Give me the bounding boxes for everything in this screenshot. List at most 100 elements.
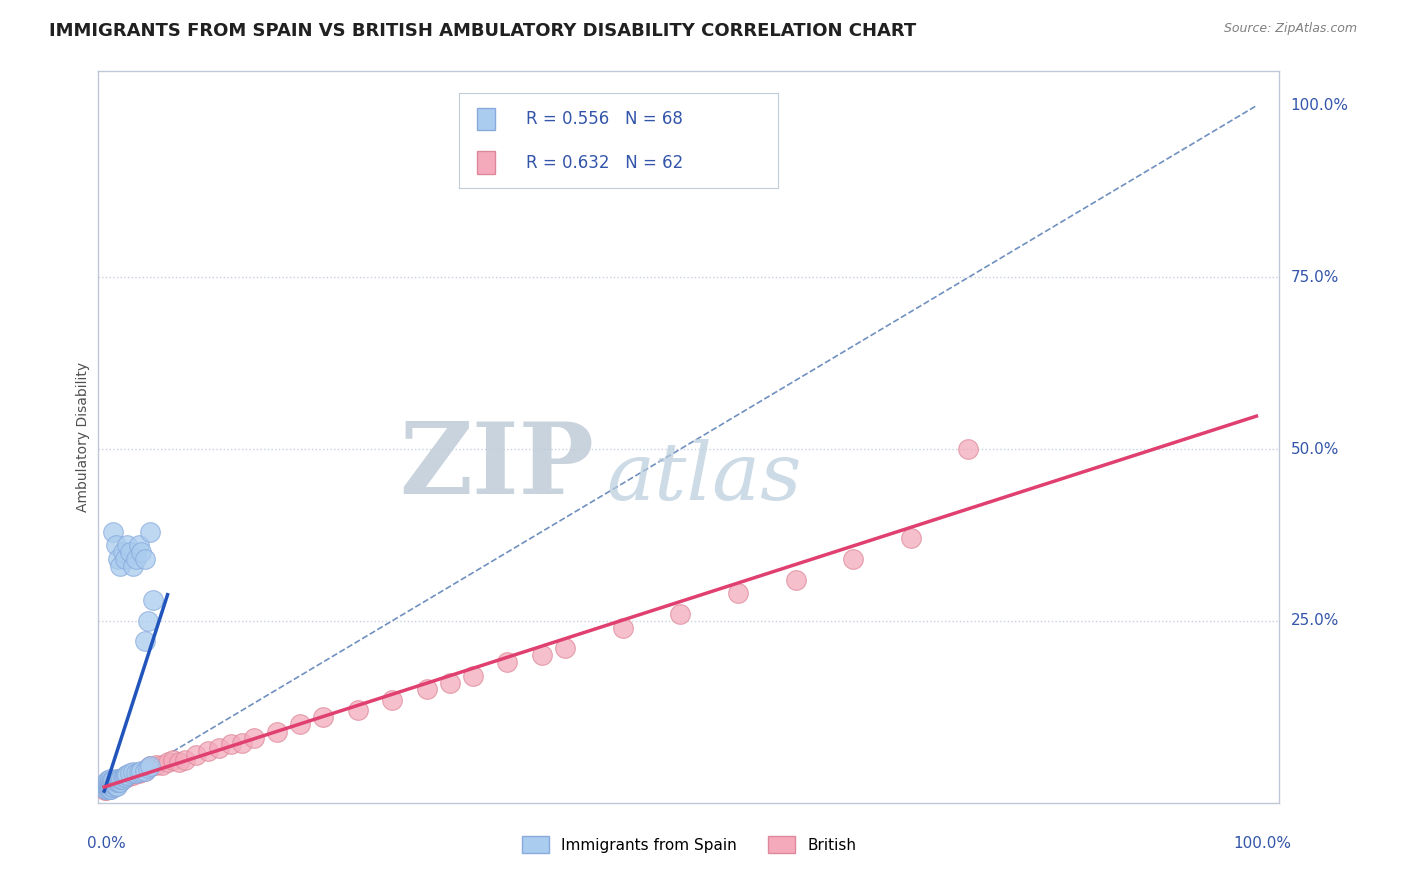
Point [101,775,124,789]
Point [103,780,125,794]
Point [134,764,156,778]
Text: 50.0%: 50.0% [1291,442,1339,457]
Point [97,779,120,793]
Point [900,532,922,546]
Point [100,782,122,797]
Point [346,703,368,717]
Point [104,777,127,791]
Text: 0.0%: 0.0% [87,836,125,851]
Point [110,775,132,789]
Point [103,773,125,788]
Text: ZIP: ZIP [399,417,595,515]
Point [100,779,122,793]
Point [288,716,311,731]
Point [114,771,136,785]
Point [136,762,159,776]
Point [111,545,134,559]
Point [97,779,120,793]
Point [122,764,145,779]
Point [114,771,136,785]
Point [111,772,134,786]
Point [97,782,120,797]
Point [96,779,118,793]
Point [125,552,148,566]
Point [136,614,159,628]
Point [111,772,134,786]
Point [110,772,132,786]
Point [107,775,129,789]
Point [100,777,122,791]
Point [110,558,132,573]
Point [139,524,162,539]
Point [142,593,165,607]
Point [104,775,127,789]
Point [114,552,136,566]
Text: Source: ZipAtlas.com: Source: ZipAtlas.com [1223,22,1357,36]
Legend: Immigrants from Spain, British: Immigrants from Spain, British [515,828,863,861]
Point [103,779,125,793]
Point [100,775,122,789]
Point [115,768,138,782]
Point [94,782,117,797]
Point [727,586,749,600]
Point [97,782,120,797]
Point [98,779,121,793]
Point [101,777,124,791]
Point [125,766,148,780]
Point [96,782,118,797]
Point [110,773,132,788]
Point [107,552,129,566]
Point [108,775,131,789]
Point [101,780,124,794]
Point [107,775,129,789]
Point [103,779,125,793]
Point [173,752,195,766]
Point [134,634,156,648]
Point [136,762,159,776]
Point [97,779,120,793]
Point [461,669,484,683]
Point [842,552,865,566]
Point [98,772,121,786]
Point [243,731,266,745]
Text: 75.0%: 75.0% [1291,270,1339,285]
Point [197,744,219,758]
Point [439,675,461,690]
Point [186,747,208,762]
Point [103,777,125,791]
Point [108,772,131,786]
Point [128,538,150,552]
Point [97,777,120,791]
Point [97,780,120,794]
Point [100,781,122,796]
Point [105,775,128,789]
Point [139,759,162,773]
Point [98,777,121,791]
Point [118,766,141,780]
Point [104,538,127,552]
Point [145,758,167,772]
Point [162,752,184,766]
Point [266,725,288,739]
Point [96,780,118,794]
Text: 25.0%: 25.0% [1291,614,1339,628]
Point [94,779,117,793]
Point [612,621,634,635]
Point [129,545,152,559]
Point [219,738,242,752]
Point [128,764,150,779]
Point [134,764,156,778]
Point [98,781,121,796]
Point [101,780,124,794]
Point [103,775,125,789]
Point [98,782,121,797]
Point [104,772,127,786]
Point [129,764,152,778]
Point [110,772,132,786]
Point [103,777,125,791]
Point [97,773,120,788]
Point [118,768,141,782]
Point [115,768,138,782]
Point [96,775,118,789]
Point [134,552,156,566]
